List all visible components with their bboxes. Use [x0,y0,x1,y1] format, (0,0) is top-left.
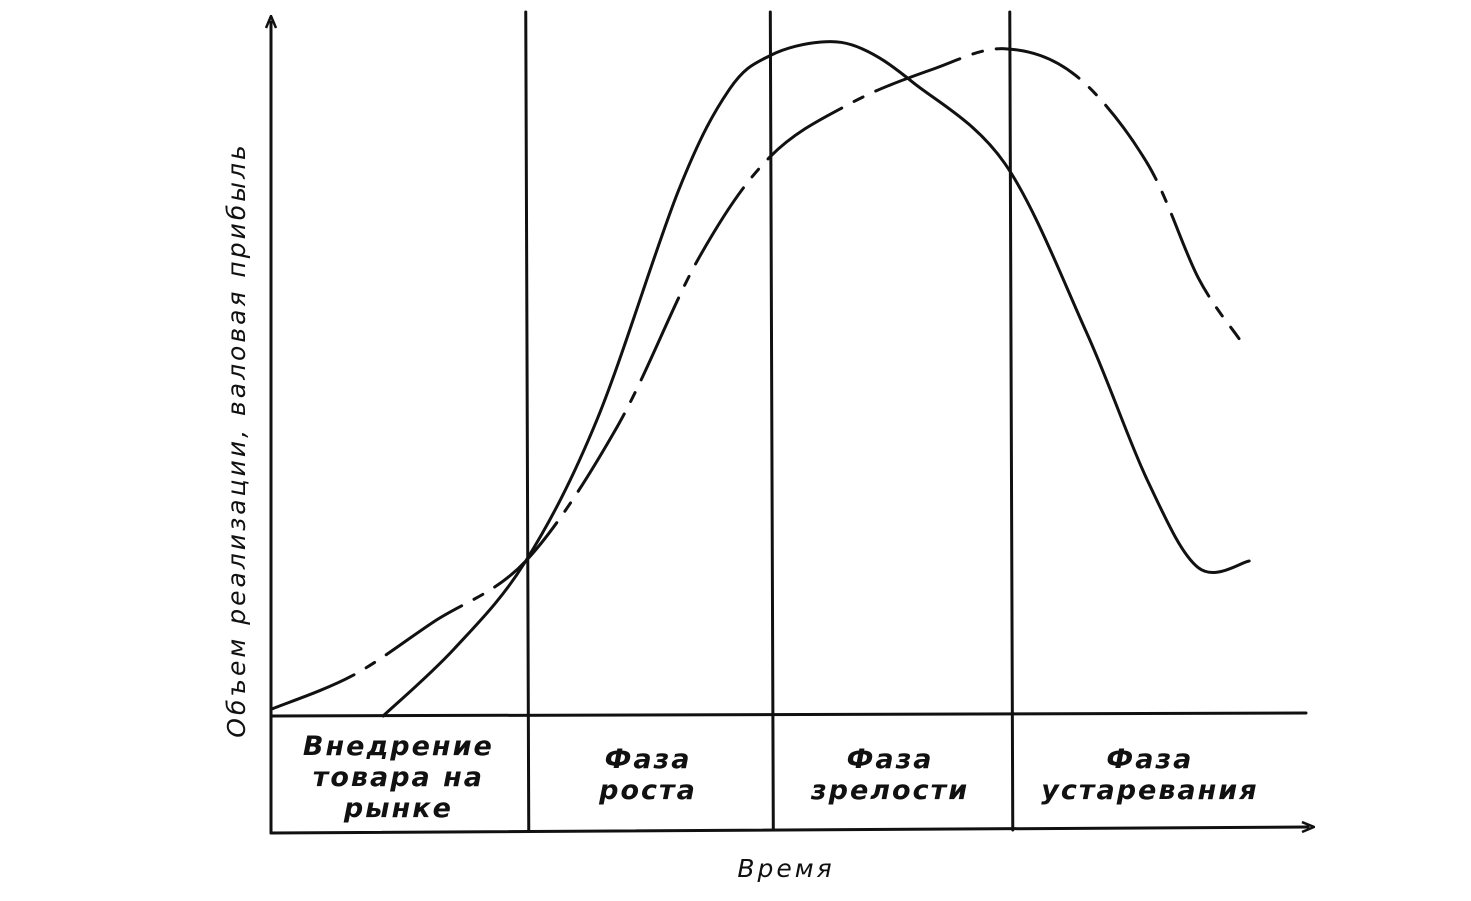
series-line-2 [381,40,1251,718]
phase-label-2-line-2: роста [598,775,697,806]
phase-divider-1 [524,10,531,832]
series-line-1 [269,47,1241,711]
phase-label-4-line-1: Фаза [1106,744,1193,775]
phase-label-4-line-2: устаревания [1041,775,1258,806]
x-axis-title: Время [737,854,834,883]
phase-label-1-line-2: товара на [313,762,484,793]
x-axis-line [269,827,1308,835]
phase-label-3-line-2: зрелости [810,775,969,806]
phase-label-1-line-1: Внедрение [303,731,494,762]
y-axis-title: Объем реализации, валовая прибыль [222,142,251,737]
phase-divider-3 [1008,10,1015,832]
phase-label-3-line-1: Фаза [847,744,934,775]
phase-label-2-line-1: Фаза [605,744,692,775]
baseline-line [269,711,1308,718]
phase-divider-2 [768,10,775,832]
phase-label-1-line-3: рынке [343,793,453,824]
series-group [269,40,1251,718]
phase-divider-group [524,10,1015,832]
